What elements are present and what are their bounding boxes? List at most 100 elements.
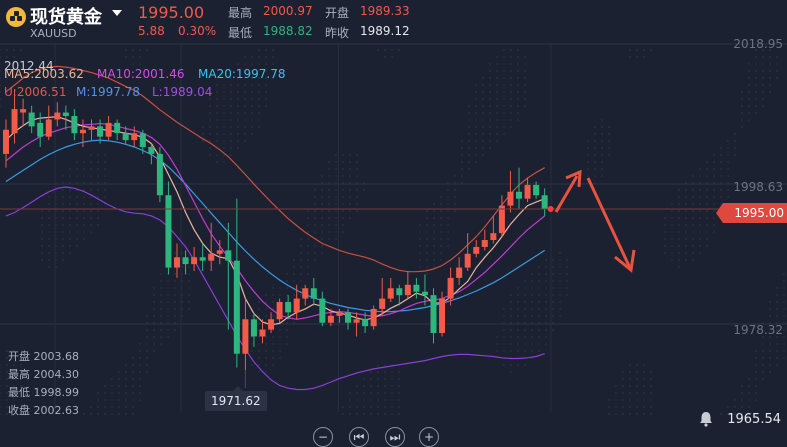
map-dot (76, 182, 78, 184)
map-dot (496, 126, 498, 128)
map-dot (545, 336, 547, 338)
map-dot (517, 350, 519, 352)
map-dot (41, 217, 43, 219)
map-dot (678, 231, 680, 233)
map-dot (237, 140, 239, 142)
map-dot (503, 70, 505, 72)
map-dot (258, 350, 260, 352)
forecast-down-arrowhead (614, 249, 636, 273)
map-dot (342, 413, 344, 415)
map-dot (496, 56, 498, 58)
map-dot (244, 105, 246, 107)
map-dot (48, 252, 50, 254)
zoom-in-button[interactable]: + (419, 427, 439, 447)
map-dot (335, 182, 337, 184)
map-dot (608, 413, 610, 415)
map-dot (307, 238, 309, 240)
map-dot (97, 189, 99, 191)
map-dot (104, 406, 106, 408)
map-dot (440, 224, 442, 226)
map-dot (398, 413, 400, 415)
map-dot (447, 210, 449, 212)
map-dot (769, 77, 771, 79)
scroll-end-button[interactable]: ⏭ (385, 427, 405, 447)
map-dot (678, 259, 680, 261)
map-dot (251, 105, 253, 107)
map-dot (209, 112, 211, 114)
map-dot (510, 350, 512, 352)
map-dot (97, 399, 99, 401)
bell-icon[interactable] (697, 410, 715, 428)
map-dot (370, 371, 372, 373)
high-label: 最高 (228, 6, 253, 20)
map-dot (594, 154, 596, 156)
map-dot (510, 126, 512, 128)
map-dot (153, 329, 155, 331)
map-dot (776, 70, 778, 72)
map-dot (356, 196, 358, 198)
map-dot (426, 224, 428, 226)
map-dot (265, 105, 267, 107)
map-dot (104, 399, 106, 401)
map-dot (650, 406, 652, 408)
map-dot (454, 175, 456, 177)
map-dot (244, 140, 246, 142)
map-dot (461, 154, 463, 156)
map-dot (482, 91, 484, 93)
map-dot (328, 210, 330, 212)
map-dot (734, 140, 736, 142)
map-dot (727, 147, 729, 149)
zoom-out-button[interactable]: − (313, 427, 333, 447)
map-dot (552, 301, 554, 303)
map-dot (13, 399, 15, 401)
scroll-start-button[interactable]: ⏮ (349, 427, 369, 447)
map-dot (643, 399, 645, 401)
map-dot (531, 294, 533, 296)
map-dot (720, 168, 722, 170)
map-dot (41, 245, 43, 247)
map-dot (237, 119, 239, 121)
map-dot (769, 336, 771, 338)
ohlc-low: 最低 1998.99 (8, 384, 79, 400)
map-dot (531, 287, 533, 289)
map-dot (118, 399, 120, 401)
candle-body (396, 288, 403, 296)
chevron-down-icon[interactable] (112, 10, 122, 16)
map-dot (314, 224, 316, 226)
map-dot (139, 357, 141, 359)
map-dot (748, 91, 750, 93)
map-dot (727, 406, 729, 408)
map-dot (440, 210, 442, 212)
candle-body (11, 109, 18, 134)
map-dot (377, 364, 379, 366)
map-dot (594, 126, 596, 128)
map-dot (720, 189, 722, 191)
map-dot (167, 287, 169, 289)
map-dot (762, 77, 764, 79)
ohlc-open-value: 2003.68 (33, 350, 80, 363)
map-dot (692, 196, 694, 198)
map-dot (594, 161, 596, 163)
map-dot (419, 266, 421, 268)
instrument-title[interactable]: 现货黄金 (30, 7, 102, 28)
map-dot (160, 308, 162, 310)
map-dot (769, 357, 771, 359)
candle-body (498, 205, 505, 234)
map-dot (755, 112, 757, 114)
map-dot (587, 175, 589, 177)
map-dot (209, 98, 211, 100)
map-dot (384, 56, 386, 58)
map-dot (503, 56, 505, 58)
map-dot (244, 98, 246, 100)
map-dot (636, 378, 638, 380)
map-dot (384, 385, 386, 387)
map-dot (706, 231, 708, 233)
map-dot (160, 273, 162, 275)
map-dot (762, 343, 764, 345)
map-dot (272, 336, 274, 338)
map-dot (720, 196, 722, 198)
map-dot (0, 371, 1, 373)
boll-lower-legend: L:1989.04 (152, 85, 213, 99)
map-dot (328, 231, 330, 233)
